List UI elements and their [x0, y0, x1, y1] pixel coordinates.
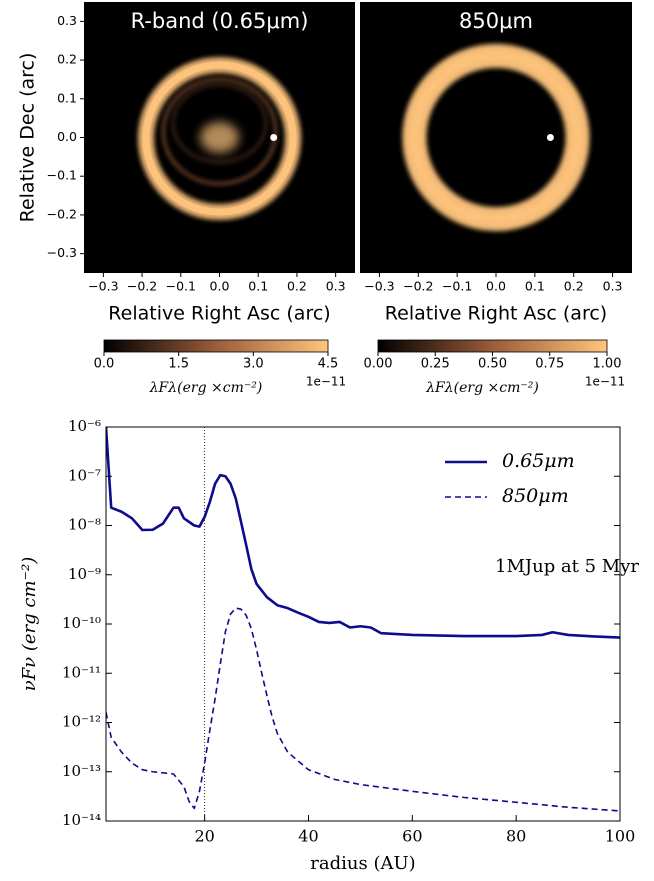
y-tick-label: 10⁻¹⁰ [62, 614, 101, 632]
colorbar-tick-label: 3.0 [243, 357, 264, 372]
x-tick-label: 0.1 [248, 279, 268, 294]
panel-title: 850μm [459, 9, 533, 33]
legend-label: 850μm [502, 485, 569, 507]
colorbar-offset: 1e−11 [585, 375, 625, 389]
colorbar-tick-label: 1.5 [168, 357, 189, 372]
annotation: 1MJup at 5 Myr [495, 556, 639, 577]
colorbar-offset: 1e−11 [306, 375, 346, 389]
colorbar-label: λFλ(erg ×cm⁻²) [149, 380, 263, 396]
colorbar-tick-label: 0.75 [535, 357, 564, 372]
x-tick-label: 80 [506, 827, 526, 846]
y-tick-label: 0.2 [57, 52, 77, 67]
x-tick-label: 60 [402, 827, 422, 846]
planet [546, 134, 554, 141]
image-content [137, 56, 302, 221]
y-axis-label: νFν (erg cm⁻²) [19, 557, 40, 692]
series-line [106, 426, 620, 639]
core [200, 122, 239, 153]
y-tick-label: −0.2 [47, 206, 77, 221]
y-tick-label: 10⁻⁹ [68, 565, 101, 583]
x-tick-label: −0.1 [442, 279, 472, 294]
image-content [402, 43, 590, 232]
ring [409, 50, 583, 225]
inner-ring [172, 83, 267, 164]
y-tick-label: 10⁻¹¹ [62, 663, 101, 681]
x-tick-label: 0.3 [326, 279, 346, 294]
x-tick-label: 0.3 [603, 279, 623, 294]
colorbar [103, 339, 329, 353]
image-background [360, 2, 632, 273]
x-tick-label: 0.1 [525, 279, 545, 294]
x-tick-label: 0.0 [210, 279, 230, 294]
y-axis-label: Relative Dec (arc) [17, 53, 39, 223]
y-tick-label: 10⁻¹³ [62, 762, 101, 780]
y-tick-label: 10⁻¹² [62, 713, 101, 731]
x-tick-label: 100 [605, 827, 636, 846]
x-tick-label: −0.2 [403, 279, 433, 294]
x-tick-label: −0.1 [166, 279, 196, 294]
x-tick-label: −0.2 [127, 279, 157, 294]
colorbar-tick-label: 0.0 [94, 357, 115, 372]
x-tick-label: 20 [194, 827, 214, 846]
y-tick-label: 10⁻⁶ [68, 417, 101, 435]
planet [270, 134, 278, 141]
panel-title: R-band (0.65μm) [131, 9, 309, 33]
inner-ring [161, 77, 278, 186]
x-tick-label: 40 [298, 827, 318, 846]
colorbar-tick-label: 0.00 [364, 357, 393, 372]
x-tick-label: 0.0 [486, 279, 506, 294]
colorbar-tick-label: 0.25 [421, 357, 450, 372]
y-tick-label: 0.1 [57, 90, 77, 105]
x-tick-label: 0.2 [564, 279, 584, 294]
legend-label: 0.65μm [502, 450, 575, 472]
y-tick-label: −0.3 [47, 245, 77, 260]
y-tick-label: 10⁻⁸ [68, 516, 101, 534]
x-tick-label: 0.2 [287, 279, 307, 294]
y-tick-label: −0.1 [47, 168, 77, 183]
y-tick-label: 0.0 [57, 129, 77, 144]
x-tick-label: −0.3 [88, 279, 118, 294]
ring [142, 61, 297, 216]
x-axis-label: radius (AU) [310, 853, 415, 874]
colorbar-tick-label: 0.50 [478, 357, 507, 372]
y-tick-label: 10⁻⁷ [68, 466, 101, 484]
y-tick-label: 0.3 [57, 13, 77, 28]
colorbar-label: λFλ(erg ×cm⁻²) [425, 380, 539, 396]
colorbar-tick-label: 4.5 [318, 357, 339, 372]
series-line [106, 607, 620, 812]
x-axis-label: Relative Right Asc (arc) [108, 303, 330, 325]
y-tick-label: 10⁻¹⁴ [62, 811, 101, 829]
x-tick-label: −0.3 [364, 279, 394, 294]
colorbar [377, 339, 608, 353]
x-axis-label: Relative Right Asc (arc) [385, 303, 607, 325]
colorbar-tick-label: 1.00 [593, 357, 622, 372]
